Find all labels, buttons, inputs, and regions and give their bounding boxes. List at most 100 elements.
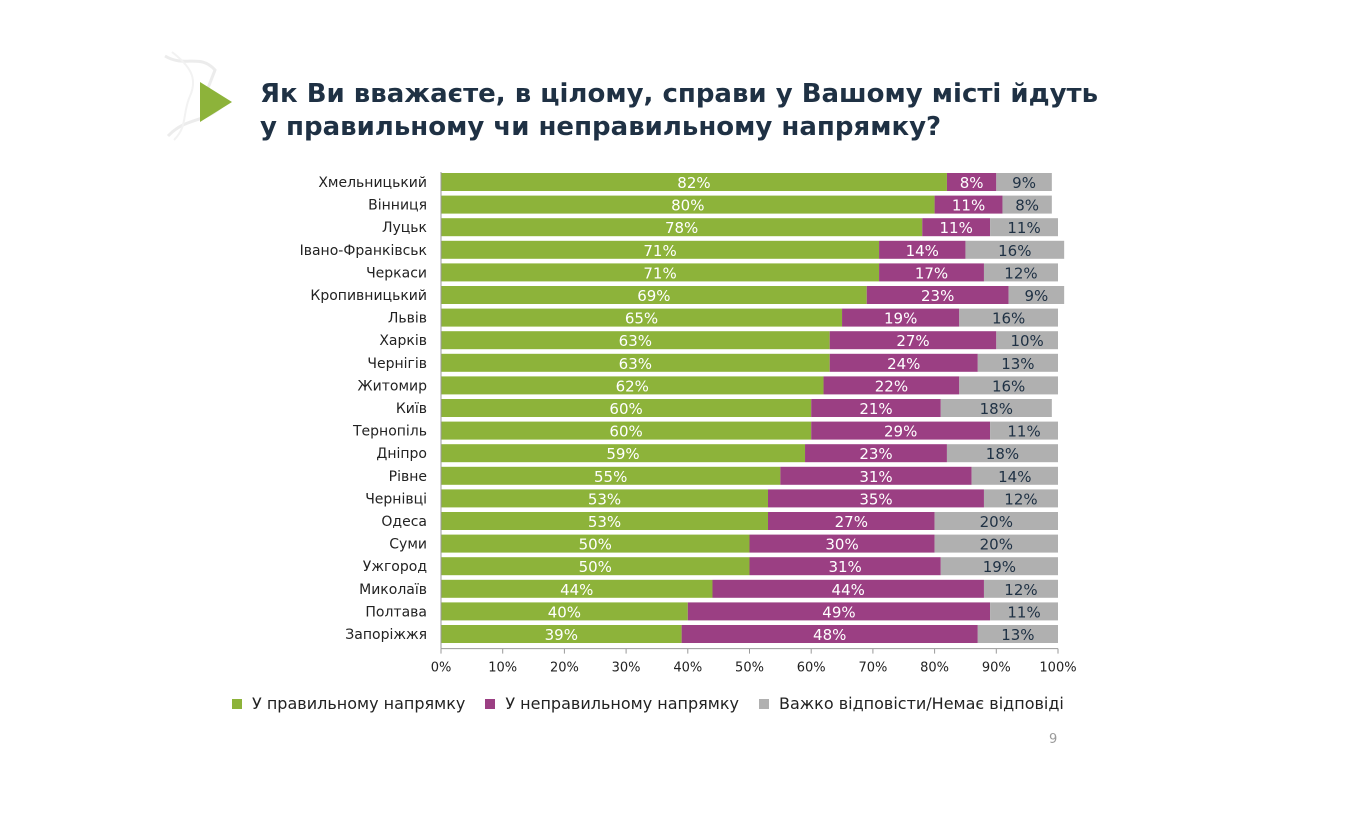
category-label: Львів [388, 311, 427, 327]
bar-segment-hard [996, 331, 1058, 350]
data-label-wrong: 31% [828, 558, 861, 576]
arrow-icon [164, 51, 232, 141]
data-label-hard: 18% [980, 400, 1013, 418]
legend-swatch-wrong [485, 698, 496, 709]
bar-segment-wrong [829, 331, 997, 350]
bar-segment-hard [990, 218, 1058, 237]
data-label-right: 60% [609, 423, 642, 441]
bar-segment-wrong [749, 557, 941, 576]
category-label: Ужгород [363, 559, 427, 575]
category-label: Харків [379, 333, 427, 349]
data-label-hard: 8% [1015, 197, 1039, 215]
bar-segment-hard [934, 534, 1058, 553]
data-label-right: 53% [588, 490, 621, 508]
data-label-right: 50% [579, 558, 612, 576]
bar-segment-wrong [811, 421, 991, 440]
category-label: Одеса [381, 514, 427, 530]
category-label: Житомир [358, 378, 428, 394]
bar-segment-hard [971, 466, 1058, 485]
bar-segment-right [441, 421, 812, 440]
bar-segment-hard [977, 625, 1058, 643]
data-label-wrong: 35% [859, 490, 892, 508]
x-tick-label: 0% [431, 661, 452, 676]
data-label-right: 82% [677, 174, 710, 192]
data-label-wrong: 17% [915, 264, 948, 282]
category-label: Суми [389, 537, 427, 553]
data-label-right: 63% [619, 332, 652, 350]
data-label-right: 69% [637, 287, 670, 305]
legend-item-hard: Важко відповісти/Немає відповіді [758, 694, 1064, 713]
legend-swatch-hard [758, 698, 769, 709]
x-tick-label: 90% [982, 661, 1011, 676]
data-label-hard: 13% [1001, 355, 1034, 373]
bar-segment-wrong [946, 173, 997, 191]
bar-segment-wrong [934, 195, 1003, 214]
data-label-hard: 13% [1001, 626, 1034, 644]
legend: У правильному напрямку У неправильному н… [232, 694, 1084, 713]
bar-segment-hard [959, 376, 1058, 395]
data-label-hard: 9% [1025, 287, 1049, 305]
x-tick-label: 20% [550, 661, 579, 676]
category-label: Полтава [365, 604, 427, 620]
bar-segment-wrong [749, 534, 935, 553]
data-label-hard: 10% [1010, 332, 1043, 350]
bar-segment-right [441, 579, 713, 598]
category-label: Чернівці [365, 491, 427, 507]
stacked-bar-chart: Хмельницький 82% 8% 9% Вінниця 80% 11% 8% Луцьк 7… [300, 172, 1077, 676]
category-label: Дніпро [376, 446, 427, 462]
data-label-right: 40% [548, 603, 581, 621]
data-label-right: 71% [643, 242, 676, 260]
bar-segment-wrong [879, 240, 966, 259]
bar-segment-right [441, 195, 935, 214]
data-label-hard: 19% [983, 558, 1016, 576]
x-tick-label: 10% [488, 661, 517, 676]
data-label-wrong: 31% [859, 468, 892, 486]
data-label-right: 63% [619, 355, 652, 373]
bar-segment-wrong [780, 466, 972, 485]
bar-segment-right [441, 557, 750, 576]
bar-segment-right [441, 353, 830, 372]
category-label: Тернопіль [352, 424, 427, 440]
x-tick-label: 30% [612, 661, 641, 676]
category-label: Миколаїв [359, 582, 427, 598]
bar-segment-hard [1002, 195, 1052, 214]
bar-segment-hard [983, 263, 1058, 282]
page-number: 9 [1049, 732, 1058, 747]
bar-segment-hard [996, 173, 1052, 191]
category-label: Чернігів [367, 356, 427, 372]
bar-segment-right [441, 602, 688, 621]
bar-segment-hard [983, 489, 1058, 508]
title-line-1: Як Ви вважаєте, в цілому, справи у Вашом… [260, 79, 1099, 109]
data-label-wrong: 22% [875, 377, 908, 395]
bar-segment-right [441, 625, 682, 643]
data-label-right: 62% [616, 377, 649, 395]
bar-segment-right [441, 331, 830, 350]
data-label-hard: 20% [980, 513, 1013, 531]
bar-segment-hard [965, 240, 1065, 259]
x-tick-label: 60% [797, 661, 826, 676]
data-label-wrong: 27% [835, 513, 868, 531]
bar-segment-right [441, 534, 750, 553]
data-label-wrong: 44% [832, 581, 865, 599]
data-label-wrong: 23% [921, 287, 954, 305]
bar-segment-hard [934, 512, 1058, 530]
x-tick-label: 100% [1039, 661, 1076, 676]
data-label-hard: 16% [998, 242, 1031, 260]
bar-segment-right [441, 218, 923, 237]
data-label-wrong: 21% [859, 400, 892, 418]
x-tick-label: 70% [858, 661, 887, 676]
category-label: Івано-Франківськ [300, 243, 427, 259]
category-label: Київ [396, 401, 427, 417]
bar-segment-right [441, 308, 843, 327]
page-title: Як Ви вважаєте, в цілому, справи у Вашом… [260, 78, 1160, 144]
x-tick-label: 50% [735, 661, 764, 676]
bar-segment-wrong [879, 263, 984, 282]
bar-segment-right [441, 240, 880, 259]
data-label-wrong: 29% [884, 423, 917, 441]
legend-item-right: У правильному напрямку [232, 694, 465, 713]
data-label-wrong: 19% [884, 310, 917, 328]
bar-segment-right [441, 512, 769, 530]
bar-segment-wrong [922, 218, 991, 237]
data-label-right: 50% [579, 536, 612, 554]
